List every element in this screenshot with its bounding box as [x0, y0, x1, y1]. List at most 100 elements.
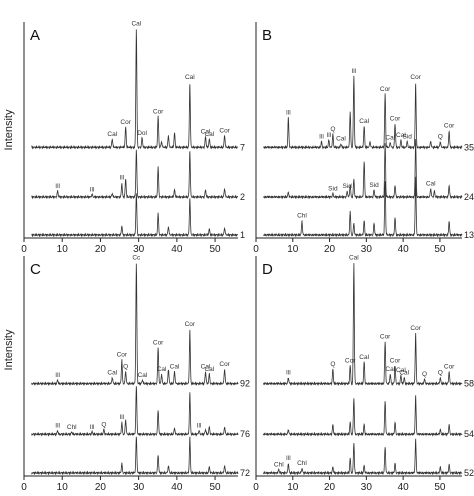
peak-label: Q	[438, 370, 443, 377]
trace-label: 54	[464, 429, 474, 439]
trace-label: 2	[240, 192, 245, 202]
peak-label: Cor	[410, 325, 421, 332]
x-tick-label: 40	[398, 244, 410, 255]
peak-label: Cc	[132, 255, 141, 262]
peak-label: Cal	[107, 131, 117, 138]
trace-label: 58	[464, 379, 474, 389]
peak-label: Cor	[153, 339, 164, 346]
peak-label: Cal	[170, 364, 180, 371]
panel-label: D	[262, 261, 273, 278]
xrd-trace	[31, 263, 239, 387]
peak-label: Cor	[117, 351, 128, 358]
peak-label: Sid	[343, 183, 353, 190]
peak-label: Cor	[153, 108, 164, 115]
peak-label: Cal	[201, 129, 211, 136]
peak-label: Ill	[197, 423, 202, 430]
x-tick-label: 10	[57, 244, 69, 255]
xrd-trace	[31, 193, 239, 238]
peak-label: Ill	[55, 183, 60, 190]
x-tick-label: 0	[253, 482, 259, 493]
peak-label: Chl	[67, 424, 77, 431]
peak-label: Cor	[219, 361, 230, 368]
peak-label: Ill	[326, 132, 331, 139]
xrd-trace	[263, 176, 463, 238]
panel-label: C	[30, 261, 41, 278]
peak-label: Ill	[119, 175, 124, 182]
xrd-trace	[31, 436, 239, 476]
peak-label: Q	[330, 126, 335, 133]
axes-frame	[255, 256, 462, 477]
peak-label: Sid	[328, 185, 338, 192]
peak-label: Ill	[119, 414, 124, 421]
peak-label: Cor	[390, 116, 401, 123]
peak-label: Q	[123, 364, 128, 371]
peak-label: Cal	[138, 372, 148, 379]
x-tick-label: 50	[210, 482, 222, 493]
peak-label: Cor	[219, 127, 230, 134]
peak-label: Cor	[410, 74, 421, 81]
peak-label: Ill	[319, 133, 324, 140]
x-tick-label: 40	[171, 244, 183, 255]
peak-label: Ill	[55, 423, 60, 430]
panel-label: B	[262, 27, 272, 44]
trace-label: 35	[464, 142, 474, 152]
peak-label: Cal	[385, 366, 395, 373]
x-tick-label: 30	[361, 482, 373, 493]
x-tick-label: 0	[21, 482, 27, 493]
peak-label: Ill	[286, 110, 291, 117]
panel-d: D0 10 20 30 40 5058IllQCorCalCalCorCalCorCalC…	[253, 255, 474, 493]
peak-label: Sid	[369, 182, 379, 189]
xrd-trace	[31, 29, 239, 150]
peak-label: Cal	[396, 367, 406, 374]
peak-label: Cor	[444, 123, 455, 130]
peak-label: Chl	[297, 213, 307, 220]
peak-label: Cal	[201, 364, 211, 371]
trace-label: 52	[464, 468, 474, 478]
x-tick-label: 50	[434, 244, 446, 255]
y-axis-label-bottom: Intensity	[3, 329, 15, 370]
peak-label: Cal	[131, 20, 141, 27]
axes-frame	[255, 22, 462, 239]
peak-label: Cal	[204, 366, 214, 373]
x-tick-label: 20	[324, 482, 336, 493]
peak-label: Cor	[120, 119, 131, 126]
x-tick-label: 50	[434, 482, 446, 493]
peak-label: Cal	[349, 255, 359, 262]
x-tick-label: 30	[361, 244, 373, 255]
peak-label: Cal	[396, 132, 406, 139]
trace-label: 92	[240, 379, 250, 389]
peak-label: Cal	[399, 370, 409, 377]
peak-label: Cal	[359, 354, 369, 361]
xrd-trace	[263, 75, 463, 150]
peak-label: Cal	[426, 181, 436, 188]
trace-label: 72	[240, 468, 250, 478]
peak-label: Ill	[286, 455, 291, 462]
x-tick-label: 0	[253, 244, 259, 255]
xrd-trace	[263, 263, 463, 387]
x-tick-label: 10	[287, 244, 299, 255]
y-axis-label-top: Intensity	[3, 109, 15, 150]
x-tick-label: 20	[324, 244, 336, 255]
x-tick-label: 20	[95, 244, 107, 255]
x-tick-label: 40	[171, 482, 183, 493]
peak-label: Q	[438, 133, 443, 140]
peak-label: Cor	[345, 357, 356, 364]
peak-label: Cor	[380, 86, 391, 93]
x-tick-label: 30	[133, 482, 145, 493]
peak-label: Q	[101, 421, 106, 428]
xrd-trace	[31, 149, 239, 200]
peak-label: Ill	[90, 187, 95, 194]
x-tick-label: 10	[287, 482, 299, 493]
x-tick-label: 40	[398, 482, 410, 493]
trace-label: 1	[240, 230, 245, 240]
x-tick-label: 20	[95, 482, 107, 493]
peak-label: Chl	[297, 460, 307, 467]
peak-label: Dol	[137, 130, 147, 137]
x-tick-label: 30	[133, 244, 145, 255]
peak-label: Q	[422, 371, 427, 378]
peak-label: Cal	[185, 74, 195, 81]
peak-label: Cal	[157, 366, 167, 373]
panel-label: A	[30, 27, 40, 44]
